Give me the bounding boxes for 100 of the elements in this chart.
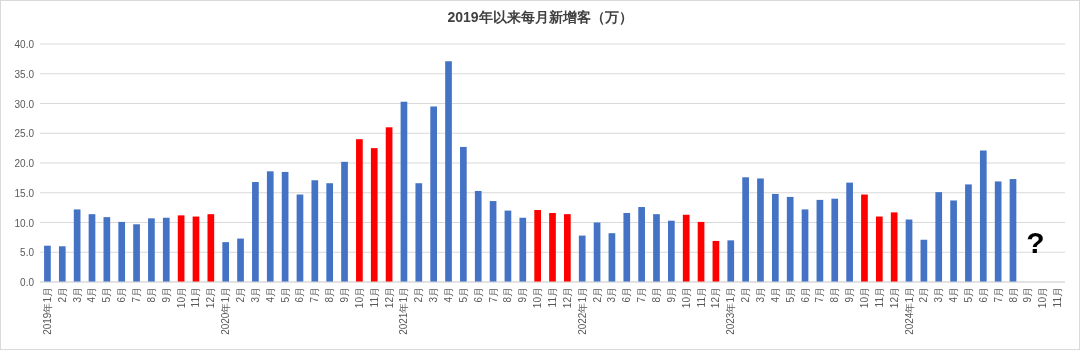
y-tick-label: 40.0 [14,39,35,50]
bar [252,182,259,282]
y-tick-label: 25.0 [14,128,35,140]
y-tick-label: 30.0 [14,98,35,110]
x-tick-label: 2024年1月 [903,287,915,335]
x-tick-label: 2020年1月 [220,287,232,335]
bar [890,212,898,282]
bar [326,183,334,282]
bar [965,184,972,282]
x-tick-label: 5月 [101,287,113,303]
x-tick-label: 3月 [428,287,440,303]
x-tick-label: 6月 [472,287,484,303]
bar [861,194,868,282]
x-tick-label: 12月 [710,287,722,309]
bar [237,238,244,282]
x-tick-label: 3月 [754,287,766,303]
bar [846,182,853,282]
x-tick-label: 2月 [591,287,603,303]
x-tick-label: 11月 [547,287,558,308]
bar [222,242,230,282]
x-tick-label: 6月 [621,287,633,303]
x-tick-label: 9月 [665,287,677,303]
x-tick-label: 3月 [249,287,261,303]
y-tick-label: 10.0 [14,217,35,229]
x-tick-label: 3月 [933,287,945,303]
x-tick-label: 4月 [86,287,98,303]
bar [133,224,140,282]
x-tick-label: 12月 [561,287,573,309]
x-tick-label: 3月 [71,287,83,303]
bar [162,217,170,282]
x-tick-label: 12月 [383,287,395,309]
x-tick-label: 2月 [56,287,68,303]
x-tick-label: 7月 [487,287,499,303]
bar [58,246,66,282]
x-tick-label: 7月 [636,287,648,303]
bar [979,150,987,282]
y-tick-label: 20.0 [14,158,35,169]
bar [207,214,215,282]
x-tick-label: 10月 [858,287,870,309]
x-tick-label: 5月 [784,287,796,303]
bar [786,196,794,282]
x-tick-label: 4月 [948,287,960,303]
x-tick-label: 2023年1月 [725,287,737,335]
x-tick-label: 2021年1月 [398,287,410,335]
bar [653,214,660,282]
x-tick-label: 2月 [413,287,425,303]
x-tick-label: 2月 [740,287,752,303]
bar [875,216,883,282]
x-tick-label: 2019年1月 [41,287,53,335]
y-tick-label: 5.0 [20,247,35,259]
x-tick-label: 11月 [368,287,380,308]
x-tick-label: 2月 [235,287,247,303]
bar [534,210,541,282]
x-tick-label: 11月 [873,287,885,308]
x-tick-label: 10月 [175,287,187,309]
chart-title: 2019年以来每月新增客（万） [447,9,633,25]
bar [474,190,482,282]
annotation: ? [1026,226,1045,260]
x-tick-label: 6月 [977,287,989,303]
bar [623,212,631,282]
bar [564,214,571,282]
bar [935,192,943,282]
x-tick-label: 10月 [1037,287,1049,309]
x-tick-label: 4月 [443,287,455,303]
x-tick-label: 9月 [517,287,529,303]
x-tick-label: 8月 [502,287,514,303]
y-tick-label: 35.0 [14,68,35,80]
x-tick-label: 12月 [205,287,217,309]
bar [430,106,437,282]
bar [445,61,452,282]
bar [519,217,527,282]
bar [415,183,423,282]
x-tick-label: 9月 [339,287,351,303]
x-tick-label: 2月 [918,287,930,303]
bar [148,218,155,282]
bar [549,212,556,282]
x-tick-label: 10月 [680,287,692,309]
bar [356,139,363,282]
bar [266,171,274,282]
x-tick-label: 10月 [532,287,544,309]
bar [311,180,319,282]
bar [341,161,348,282]
x-tick-label: 7月 [992,287,1004,303]
x-tick-label: 3月 [606,287,618,303]
x-tick-label: 7月 [814,287,826,303]
x-tick-label: 4月 [264,287,276,303]
bar [831,198,839,282]
bar [118,221,126,282]
x-tick-label: 4月 [769,287,781,303]
x-tick-label: 5月 [962,287,974,303]
x-tick-label: 9月 [1022,287,1034,303]
x-tick-label: 8月 [145,287,157,303]
x-tick-label: 6月 [294,287,306,303]
bar [578,235,586,282]
x-tick-label: 10月 [353,287,365,309]
x-tick-label: 11月 [190,287,202,308]
bar [727,240,735,282]
x-tick-label: 11月 [695,287,707,308]
x-tick-label: 9月 [160,287,172,303]
bar [742,177,749,282]
